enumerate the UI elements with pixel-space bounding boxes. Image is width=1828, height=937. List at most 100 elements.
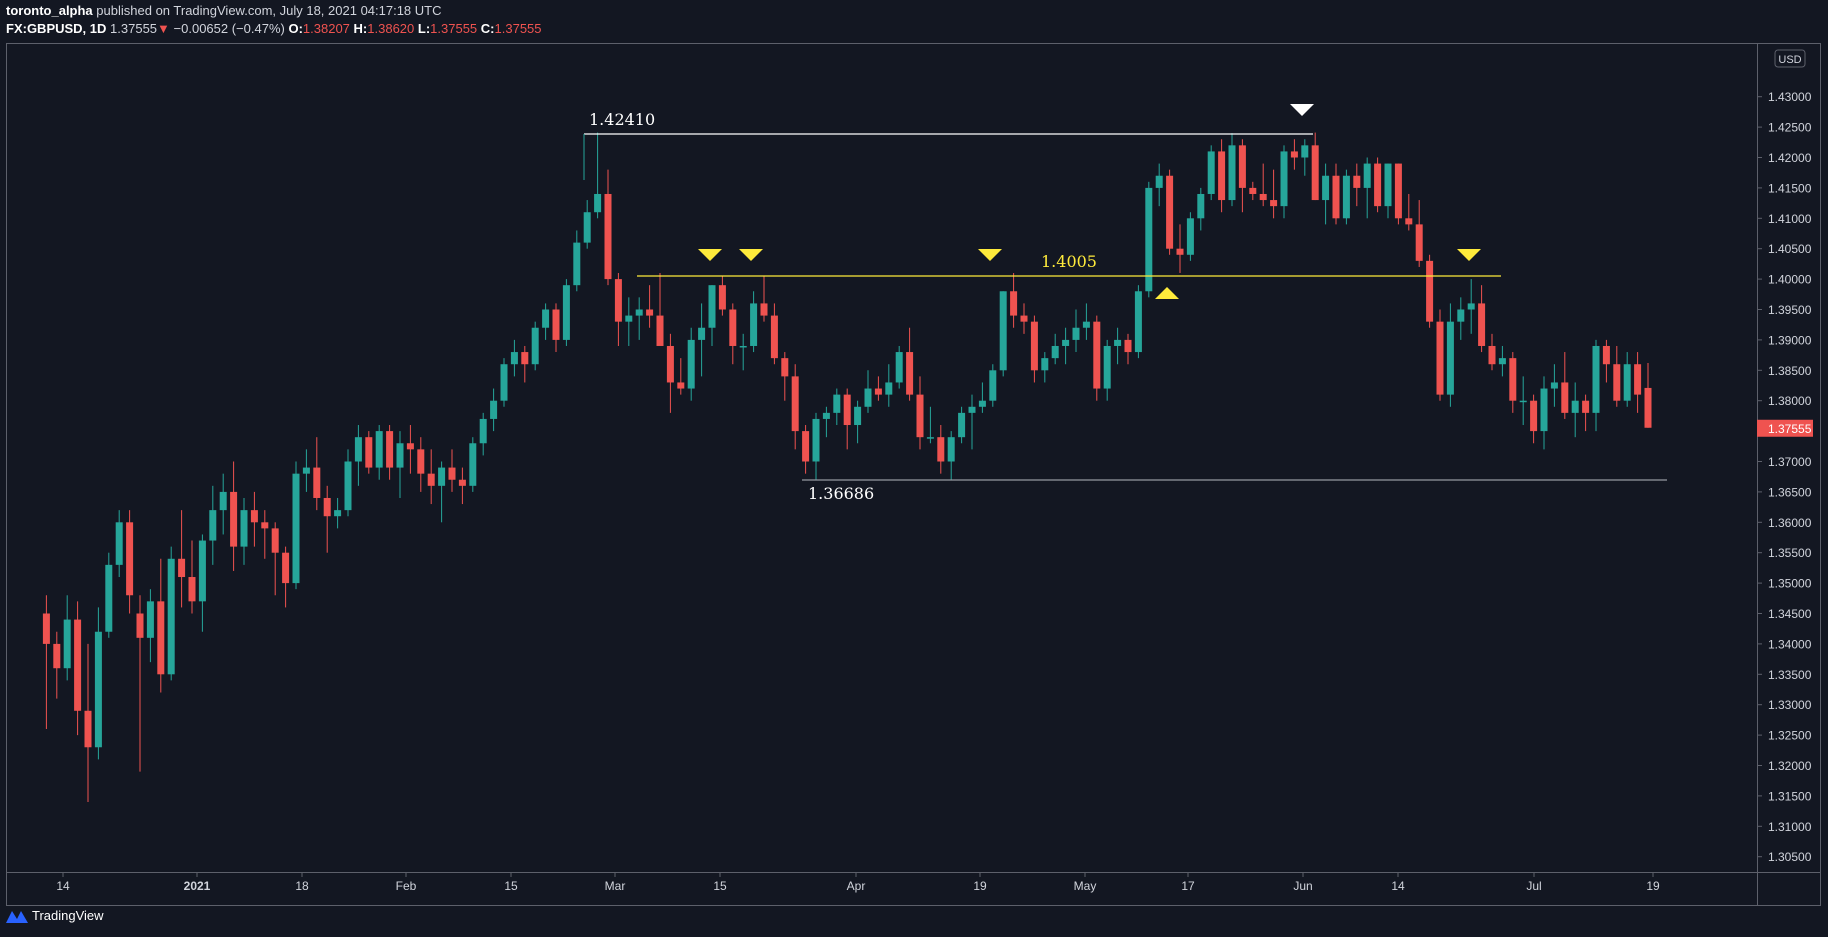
- candle-body: [999, 291, 1007, 371]
- high-label: H:: [353, 21, 368, 36]
- price-tick-label: 1.30500: [1768, 850, 1812, 864]
- candle-body: [1197, 193, 1205, 219]
- candle-body: [84, 710, 92, 748]
- arrow-up-marker-icon[interactable]: [1155, 287, 1179, 299]
- candle-body: [1062, 339, 1070, 346]
- candle-body: [1571, 400, 1579, 413]
- candle-body: [1207, 151, 1215, 194]
- time-tick-label: 19: [973, 879, 987, 893]
- candle-body: [718, 285, 726, 310]
- arrow-down-marker-icon[interactable]: [739, 249, 763, 261]
- candle-body: [1509, 358, 1517, 401]
- candle-body: [1426, 260, 1434, 322]
- candle-body: [1613, 364, 1621, 401]
- candle-body: [1093, 321, 1101, 389]
- candle-body: [770, 315, 778, 359]
- price-tick-label: 1.32000: [1768, 759, 1812, 773]
- candle-body: [1374, 163, 1382, 207]
- price-tick-label: 1.42000: [1768, 151, 1812, 165]
- candle-body: [1072, 327, 1080, 340]
- candle-body: [625, 315, 633, 322]
- arrow-down-marker-icon[interactable]: [978, 249, 1002, 261]
- arrow-down-marker-icon[interactable]: [1457, 249, 1481, 261]
- candle-body: [687, 339, 695, 389]
- arrow-down-marker-icon[interactable]: [1290, 104, 1314, 116]
- candle-body: [500, 364, 508, 401]
- candle-body: [614, 279, 622, 322]
- last-price-tag: [1757, 419, 1813, 437]
- candle-body: [1270, 200, 1278, 207]
- price-tick-label: 1.34000: [1768, 637, 1812, 651]
- candle-body: [1332, 175, 1340, 219]
- price-tick-label: 1.38000: [1768, 394, 1812, 408]
- candle-body: [479, 418, 487, 444]
- price-tick-label: 1.34500: [1768, 607, 1812, 621]
- candle-body: [1030, 321, 1038, 371]
- last-price: 1.37555: [110, 21, 158, 36]
- candle-body: [42, 613, 50, 644]
- price-tick-label: 1.35500: [1768, 546, 1812, 560]
- open-label: O:: [288, 21, 303, 36]
- candle-body: [1342, 175, 1350, 219]
- candle-body: [1592, 345, 1600, 413]
- author-name[interactable]: toronto_alpha: [6, 3, 93, 18]
- candle-body: [438, 467, 446, 486]
- candle-body: [542, 309, 550, 328]
- price-tick-label: 1.41500: [1768, 181, 1812, 195]
- candle-body: [1540, 388, 1548, 432]
- candle-body: [760, 303, 768, 316]
- candle-body: [521, 352, 529, 365]
- close-label: C:: [480, 21, 495, 36]
- candle-body: [334, 510, 342, 517]
- last-price-tag-label: 1.37555: [1768, 422, 1812, 436]
- candle-body: [1446, 321, 1454, 395]
- candle-body: [188, 577, 196, 602]
- candle-body: [916, 394, 924, 438]
- low-value: 1.37555: [430, 21, 478, 36]
- candle-body: [1561, 382, 1569, 413]
- price-tick-label: 1.31000: [1768, 820, 1812, 834]
- candle-body: [1155, 175, 1163, 188]
- candle-body: [1280, 151, 1288, 207]
- candle-body: [458, 479, 466, 486]
- time-tick-label: 15: [713, 879, 727, 893]
- currency-badge[interactable]: [1774, 49, 1806, 68]
- candle-body: [396, 443, 404, 468]
- candle-body: [750, 303, 758, 346]
- time-tick-label: 18: [295, 879, 309, 893]
- candle-body: [562, 285, 570, 340]
- down-triangle-icon: ▼: [157, 21, 170, 36]
- time-tick-label: 2021: [184, 879, 211, 893]
- candle-body: [937, 437, 945, 462]
- price-tick-label: 1.39500: [1768, 303, 1812, 317]
- time-tick-label: Jul: [1526, 879, 1541, 893]
- price-tick-label: 1.40500: [1768, 242, 1812, 256]
- candle-body: [791, 376, 799, 432]
- candle-body: [947, 437, 955, 462]
- high-value: 1.38620: [367, 21, 415, 36]
- arrow-down-marker-icon[interactable]: [698, 249, 722, 261]
- candle-body: [302, 467, 310, 474]
- symbol-name: FX:GBPUSD, 1D: [6, 21, 107, 36]
- time-tick-label: Apr: [847, 879, 866, 893]
- candle-body: [1301, 145, 1309, 158]
- time-tick-label: Feb: [396, 879, 417, 893]
- candle-body: [115, 522, 123, 565]
- candle-body: [261, 522, 269, 529]
- candle-body: [1478, 303, 1486, 346]
- candle-body: [1176, 248, 1184, 255]
- candle-body: [1134, 291, 1142, 353]
- candle-body: [906, 352, 914, 395]
- candle-body: [1145, 187, 1153, 292]
- time-tick-label: 14: [1391, 879, 1405, 893]
- candle-body: [1051, 345, 1059, 359]
- candle-body: [926, 437, 934, 439]
- price-tick-label: 1.32500: [1768, 729, 1812, 743]
- candle-body: [1082, 321, 1090, 328]
- chart-frame: [6, 43, 1821, 906]
- low-label: 1.36686: [808, 484, 874, 503]
- candle-body: [344, 461, 352, 511]
- tradingview-brand[interactable]: TradingView: [6, 908, 104, 923]
- candle-body: [167, 558, 175, 675]
